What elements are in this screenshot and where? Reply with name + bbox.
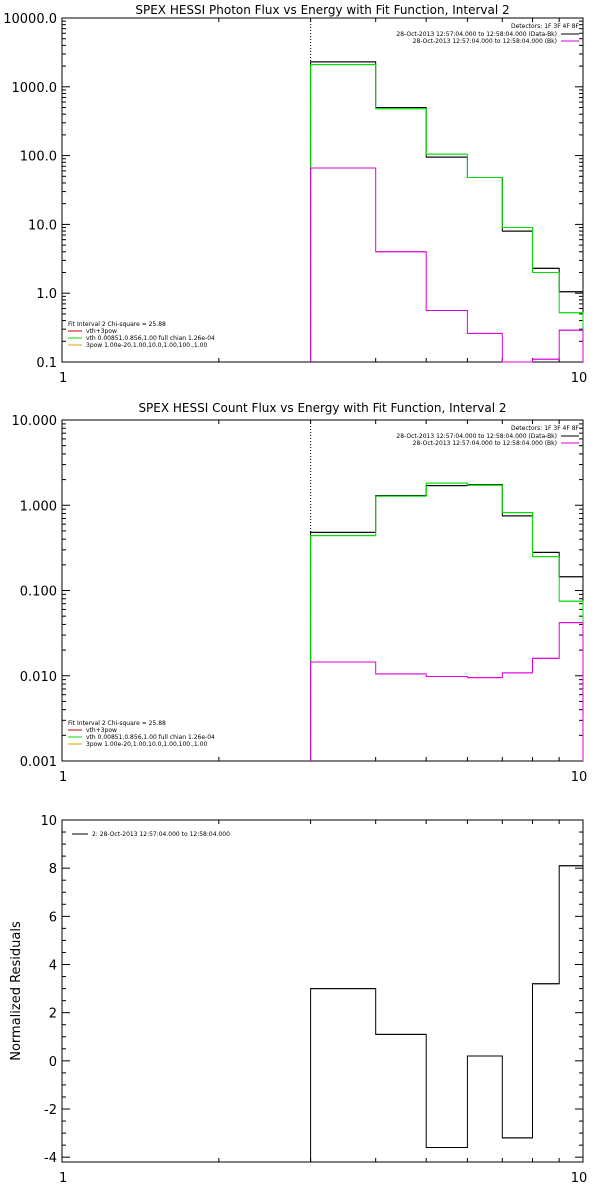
- x-tick-label: 1: [59, 371, 67, 386]
- y-tick-label: -2: [44, 1103, 57, 1118]
- legend-entry: vth+3pow: [86, 328, 117, 335]
- series-bk: [310, 167, 584, 363]
- y-tick-label: 10.000: [12, 414, 58, 429]
- y-tick-label: 100.0: [20, 150, 57, 165]
- legend-entry: 3pow 1.00e-20,1.00,10.0,1.00,100.,1.00: [86, 342, 207, 349]
- x-tick-label: 10: [571, 770, 588, 785]
- legend-entry: vth 0.00851,0.856,1.00 full chian 1.26e-…: [86, 734, 215, 741]
- y-tick-label: 0.1: [36, 356, 57, 371]
- x-tick-label: 10: [571, 1171, 588, 1186]
- legend-entry: 2: 28-Oct-2013 12:57:04.000 to 12:58:04.…: [92, 831, 230, 838]
- chart-panel-3: -4 -2 0 2 4 6 8 10 1 10 Normalized Residuals 2: 28-…: [9, 814, 587, 1186]
- legend-header: Detectors: 1F 3F 4F 8F: [511, 425, 580, 432]
- y-tick-label: 2: [49, 1007, 57, 1022]
- x-tick-label: 1: [59, 1171, 67, 1186]
- plot-frame: [61, 419, 584, 762]
- series-data-bk: [310, 61, 584, 362]
- y-tick-label: 10: [40, 814, 57, 829]
- x-tick-label: 10: [571, 371, 588, 386]
- y-tick-label: 0: [49, 1055, 57, 1070]
- y-tick-label: 10000.0: [3, 12, 57, 27]
- chart-panel-1: SPEX HESSI Photon Flux vs Energy with Fi…: [3, 3, 587, 386]
- y-tick-label: 6: [49, 910, 57, 925]
- legend-header: Fit Interval 2 Chi-square = 25.88: [68, 720, 166, 727]
- series-bk: [310, 622, 584, 761]
- y-tick-label: 1.0: [36, 287, 57, 302]
- series-vth: [310, 64, 584, 362]
- y-axis-label: Normalized Residuals: [9, 921, 24, 1061]
- y-tick-label: 0.010: [20, 670, 57, 685]
- y-tick-label: 8: [49, 862, 57, 877]
- y-tick-label: 4: [49, 959, 57, 974]
- legend-entry: 3pow 1.00e-20,1.00,10.0,1.00,100.,1.00: [86, 741, 207, 748]
- legend-entry: vth+3pow: [86, 727, 117, 734]
- series-residuals: [310, 865, 584, 1162]
- legend-entry: vth 0.00851,0.856,1.00 full chian 1.26e-…: [86, 335, 215, 342]
- series-data-bk: [310, 484, 584, 761]
- y-tick-label: 1.000: [20, 499, 57, 514]
- y-tick-label: 0.100: [20, 585, 57, 600]
- y-tick-label: -4: [44, 1151, 57, 1166]
- series-vth: [310, 482, 584, 761]
- legend-entry: 28-Oct-2013 12:57:04.000 to 12:58:04.000…: [413, 440, 557, 447]
- chart-title: SPEX HESSI Count Flux vs Energy with Fit…: [138, 401, 506, 415]
- legend-entry: 28-Oct-2013 12:57:04.000 to 12:58:04.000…: [396, 31, 557, 38]
- y-tick-label: 1000.0: [12, 81, 58, 96]
- x-tick-label: 1: [59, 770, 67, 785]
- chart-panel-2: SPEX HESSI Count Flux vs Energy with Fit…: [12, 401, 588, 785]
- y-tick-label: 10.0: [28, 218, 57, 233]
- plot-frame: [61, 819, 584, 1163]
- legend-entry: 28-Oct-2013 12:57:04.000 to 12:58:04.000…: [396, 433, 557, 440]
- legend-entry: 28-Oct-2013 12:57:04.000 to 12:58:04.000…: [413, 38, 557, 45]
- legend-header: Detectors: 1F 3F 4F 8F: [511, 23, 580, 30]
- legend-header: Fit Interval 2 Chi-square = 25.88: [68, 321, 166, 328]
- plot-frame: [61, 17, 584, 363]
- y-tick-label: 0.001: [20, 755, 57, 770]
- chart-title: SPEX HESSI Photon Flux vs Energy with Fi…: [135, 3, 509, 17]
